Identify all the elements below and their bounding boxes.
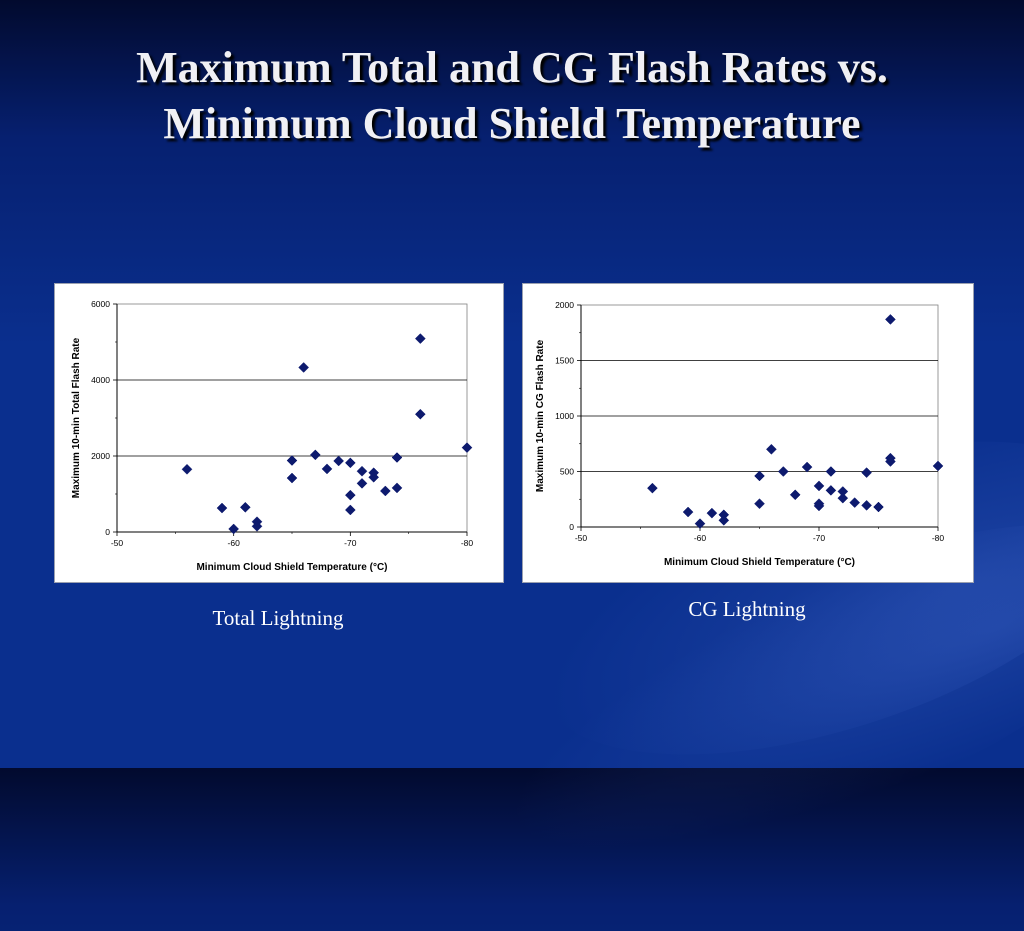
x-tick-label: -80 [932,533,945,543]
data-point [718,514,730,526]
data-point [825,485,837,496]
data-point [286,472,298,484]
x-tick-label: -70 [813,533,826,543]
y-tick-label: 500 [560,467,574,477]
data-point [216,502,228,514]
x-tick-label: -80 [461,538,474,548]
data-point [298,362,310,373]
data-point [694,518,706,530]
data-point [861,500,872,511]
data-point [813,480,825,492]
data-point [849,497,861,508]
data-point [885,314,896,325]
data-point [344,489,356,501]
slide-title: Maximum Total and CG Flash Rates vs. Min… [0,40,1024,152]
data-point [344,504,356,516]
y-tick-label: 6000 [91,299,110,309]
y-axis-title: Maximum 10-min Total Flash Rate [71,337,82,498]
plot-area [116,303,468,533]
x-axis-title: Minimum Cloud Shield Temperature (°C) [196,562,387,573]
cg-lightning-caption: CG Lightning [688,597,806,621]
data-point [414,408,426,420]
y-tick-label: 0 [569,522,574,532]
data-point [647,482,658,494]
data-point [181,463,193,475]
data-point [368,471,380,483]
x-tick-label: -50 [111,538,124,548]
data-point [837,492,849,504]
data-point [754,470,765,482]
y-tick-label: 1500 [555,356,574,366]
total-flash-chart-panel: 0 2000 4000 6000 -50 -60 -70 -80 Minimum Cloud S… [54,283,504,583]
data-point [873,501,884,513]
data-point [885,456,896,467]
data-point [251,520,263,532]
data-point [706,507,718,519]
data-point [333,455,345,467]
data-point [932,460,944,472]
y-tick-label: 0 [105,527,110,537]
data-point [682,506,694,518]
cg-flash-scatter-chart: 0 500 1000 1500 2000 -50 -60 -70 -80 Minimum Clou… [535,300,945,568]
data-point [309,449,321,461]
data-point [801,461,813,473]
data-point [825,466,837,477]
data-point [813,500,825,512]
x-tick-label: -70 [344,538,357,548]
data-point [754,498,765,510]
data-point [391,482,403,494]
title-line-2: Minimum Cloud Shield Temperature [163,99,861,148]
data-point [286,455,298,466]
data-point [414,333,426,344]
data-point [461,442,473,453]
data-point [777,466,789,477]
x-tick-label: -60 [228,538,241,548]
y-tick-label: 2000 [555,300,574,310]
y-axis-title: Maximum 10-min CG Flash Rate [535,339,546,492]
data-point [861,467,872,478]
title-line-1: Maximum Total and CG Flash Rates vs. [136,43,888,92]
y-tick-label: 1000 [555,411,574,421]
total-flash-scatter-chart: 0 2000 4000 6000 -50 -60 -70 -80 Minimum Cloud S… [71,299,474,573]
data-point [766,443,777,455]
x-tick-label: -60 [694,533,707,543]
data-point [228,523,240,535]
data-point [344,457,356,469]
cg-flash-chart-panel: 0 500 1000 1500 2000 -50 -60 -70 -80 Minimum Clou… [522,283,974,583]
data-point [356,465,368,477]
data-point [391,452,403,463]
data-point [379,485,391,497]
y-tick-label: 4000 [91,375,110,385]
y-tick-label: 2000 [91,451,110,461]
x-axis-title: Minimum Cloud Shield Temperature (°C) [664,557,855,568]
data-point [321,463,333,475]
data-point [356,478,368,489]
data-point [789,489,801,501]
total-lightning-caption: Total Lightning [212,606,344,630]
x-tick-label: -50 [575,533,588,543]
data-point [239,501,251,513]
